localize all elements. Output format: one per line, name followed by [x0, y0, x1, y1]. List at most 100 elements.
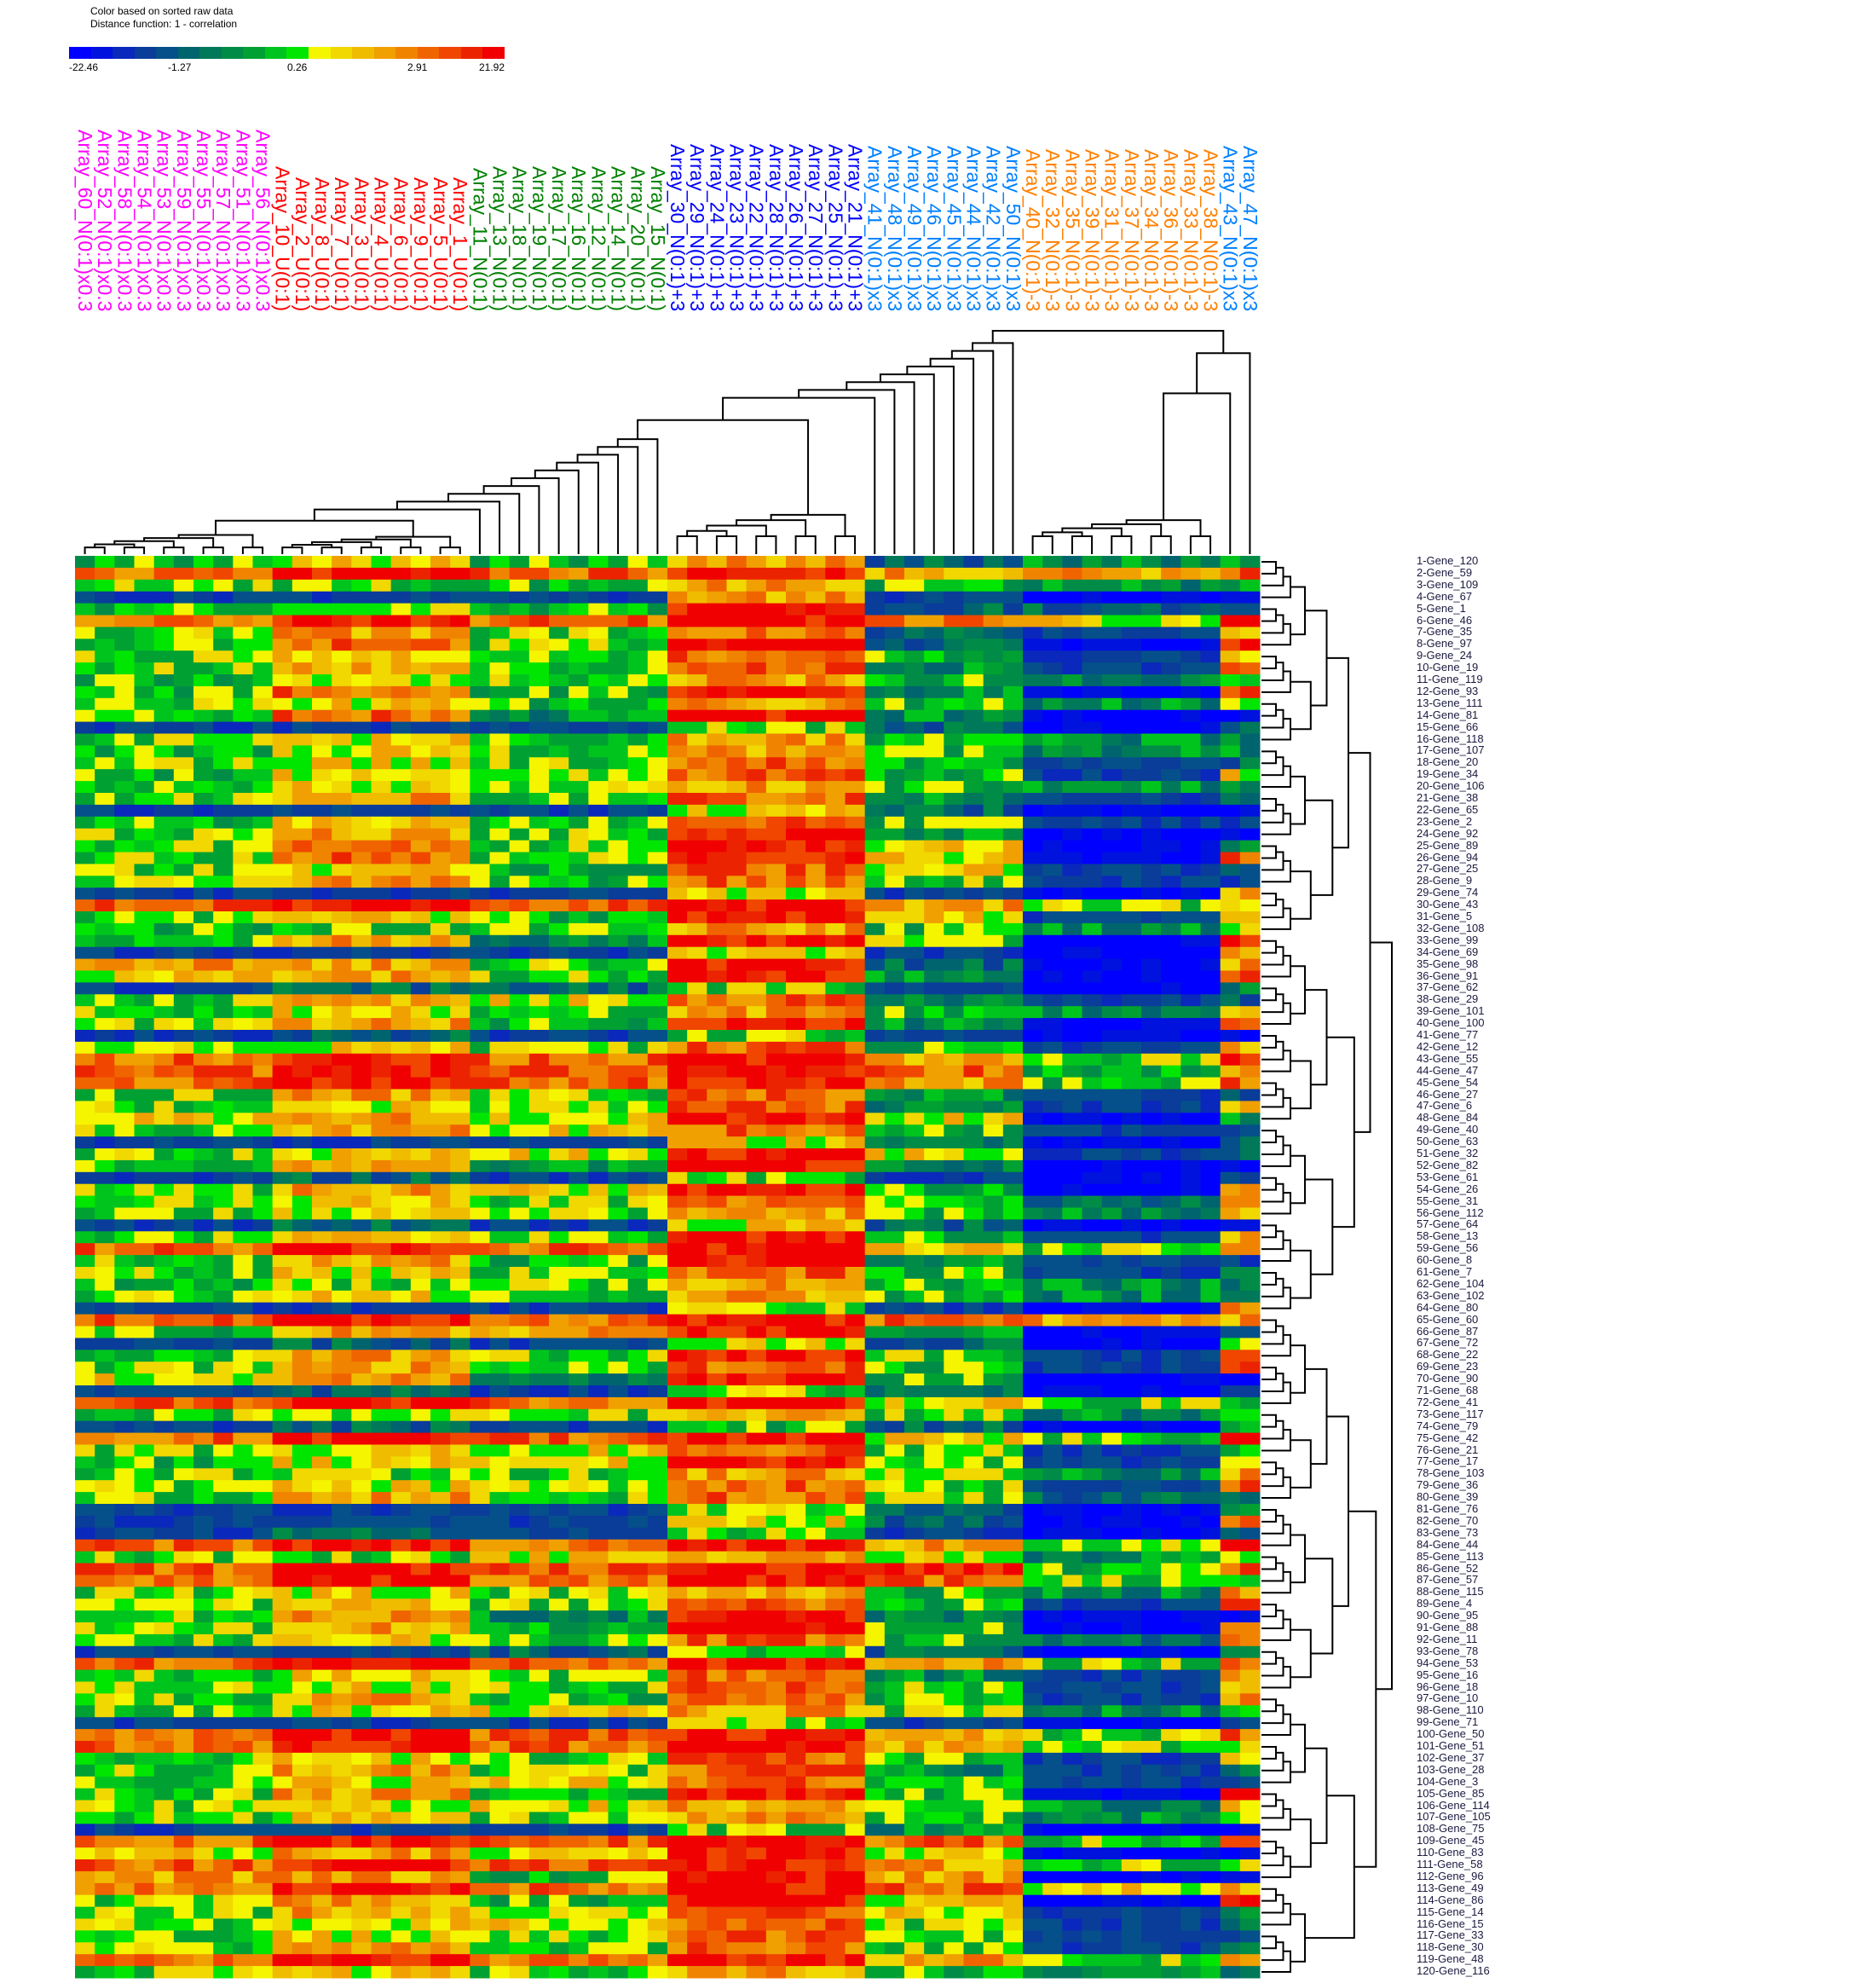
heatmap-cell [786, 876, 806, 888]
heatmap-cell [213, 1456, 234, 1469]
heatmap-cell [213, 721, 234, 734]
heatmap-cell [746, 1148, 767, 1161]
heatmap-cell [134, 1089, 155, 1101]
heatmap-cell [825, 1207, 846, 1220]
heatmap-cell [963, 1302, 984, 1315]
heatmap-cell [470, 603, 490, 616]
heatmap-cell [944, 899, 964, 912]
heatmap-cell [312, 1385, 332, 1398]
row-label: 80-Gene_39 [1417, 1490, 1479, 1504]
heatmap-cell [193, 567, 214, 581]
heatmap-cell [371, 1077, 392, 1090]
heatmap-cell [489, 769, 511, 782]
heatmap-cell [272, 1053, 293, 1067]
heatmap-cell [114, 793, 135, 806]
heatmap-cell [864, 840, 886, 853]
heatmap-cell [746, 627, 767, 639]
heatmap-cell [351, 852, 372, 864]
heatmap-cell [1002, 1113, 1024, 1125]
heatmap-cell [1180, 1408, 1201, 1422]
heatmap-cell [1042, 1030, 1063, 1043]
heatmap-cell [450, 982, 470, 995]
heatmap-cell [726, 1065, 748, 1078]
heatmap-cell [904, 1136, 925, 1149]
color-scale-swatch [439, 47, 461, 59]
heatmap-cell [569, 1207, 589, 1220]
heatmap-cell [845, 1171, 866, 1185]
heatmap-cell [647, 757, 668, 770]
heatmap-cell [351, 970, 372, 983]
heatmap-cell [470, 1267, 490, 1280]
heatmap-cell [272, 615, 293, 627]
heatmap-cell [726, 1290, 748, 1304]
heatmap-cell [608, 769, 629, 782]
heatmap-cell [963, 1444, 984, 1457]
heatmap-cell [569, 781, 589, 794]
heatmap-cell [647, 1006, 668, 1019]
row-label: 23-Gene_2 [1417, 814, 1473, 828]
row-label: 40-Gene_100 [1417, 1016, 1485, 1030]
heatmap-cell [371, 685, 392, 699]
heatmap-cell [489, 899, 511, 912]
heatmap-cell [312, 982, 332, 995]
heatmap-cell [805, 721, 826, 734]
heatmap-cell [470, 994, 490, 1007]
heatmap-cell [1180, 627, 1201, 639]
heatmap-cell [153, 1302, 175, 1315]
heatmap-cell [1141, 1030, 1162, 1043]
heatmap-cell [371, 709, 392, 723]
heatmap-cell [193, 1243, 214, 1256]
heatmap-cell [134, 1041, 155, 1055]
row-label: 43-Gene_55 [1417, 1051, 1479, 1065]
heatmap-cell [765, 1124, 787, 1137]
heatmap-cell [292, 887, 313, 900]
heatmap-cell [1180, 769, 1201, 782]
heatmap-cell [963, 840, 984, 853]
heatmap-cell [233, 1195, 253, 1208]
heatmap-cell [1141, 579, 1162, 593]
heatmap-cell [1220, 1065, 1241, 1078]
heatmap-cell [1023, 1195, 1043, 1208]
heatmap-cell [528, 662, 550, 675]
heatmap-cell [1161, 1148, 1181, 1161]
heatmap-cell [746, 970, 767, 983]
heatmap-cell [845, 1136, 866, 1149]
heatmap-cell [410, 1219, 431, 1232]
heatmap-cell [1023, 639, 1043, 651]
heatmap-cell [588, 1065, 609, 1078]
heatmap-cell [667, 1480, 688, 1493]
heatmap-cell [1101, 1385, 1123, 1398]
heatmap-cell [627, 567, 649, 581]
heatmap-cell [983, 745, 1004, 758]
heatmap-cell [904, 1444, 925, 1457]
heatmap-cell [627, 662, 649, 675]
heatmap-cell [193, 1302, 214, 1315]
heatmap-cell [963, 662, 984, 675]
heatmap-cell [75, 1373, 95, 1386]
heatmap-cell [371, 1326, 392, 1338]
heatmap-cell [1220, 1195, 1241, 1208]
heatmap-cell [884, 1243, 905, 1256]
heatmap-cell [351, 1373, 372, 1386]
heatmap-cell [924, 840, 944, 853]
heatmap-cell [1101, 745, 1123, 758]
heatmap-cell [687, 864, 707, 876]
heatmap-cell [845, 1065, 866, 1078]
heatmap-cell [134, 934, 155, 948]
heatmap-cell [884, 1456, 905, 1469]
heatmap-cell [588, 852, 609, 864]
heatmap-cell [134, 1267, 155, 1280]
heatmap-cell [805, 697, 826, 711]
row-label: 15-Gene_66 [1417, 720, 1479, 733]
heatmap-cell [608, 1136, 629, 1149]
heatmap-cell [904, 721, 925, 734]
heatmap-cell [924, 1018, 944, 1031]
heatmap-cell [450, 1255, 470, 1268]
heatmap-cell [746, 1018, 767, 1031]
heatmap-cell [410, 1326, 431, 1338]
heatmap-cell [1141, 1183, 1162, 1197]
heatmap-cell [1121, 1171, 1142, 1185]
heatmap-cell [746, 1267, 767, 1280]
row-label: 62-Gene_104 [1417, 1276, 1485, 1290]
heatmap-cell [430, 1113, 451, 1125]
